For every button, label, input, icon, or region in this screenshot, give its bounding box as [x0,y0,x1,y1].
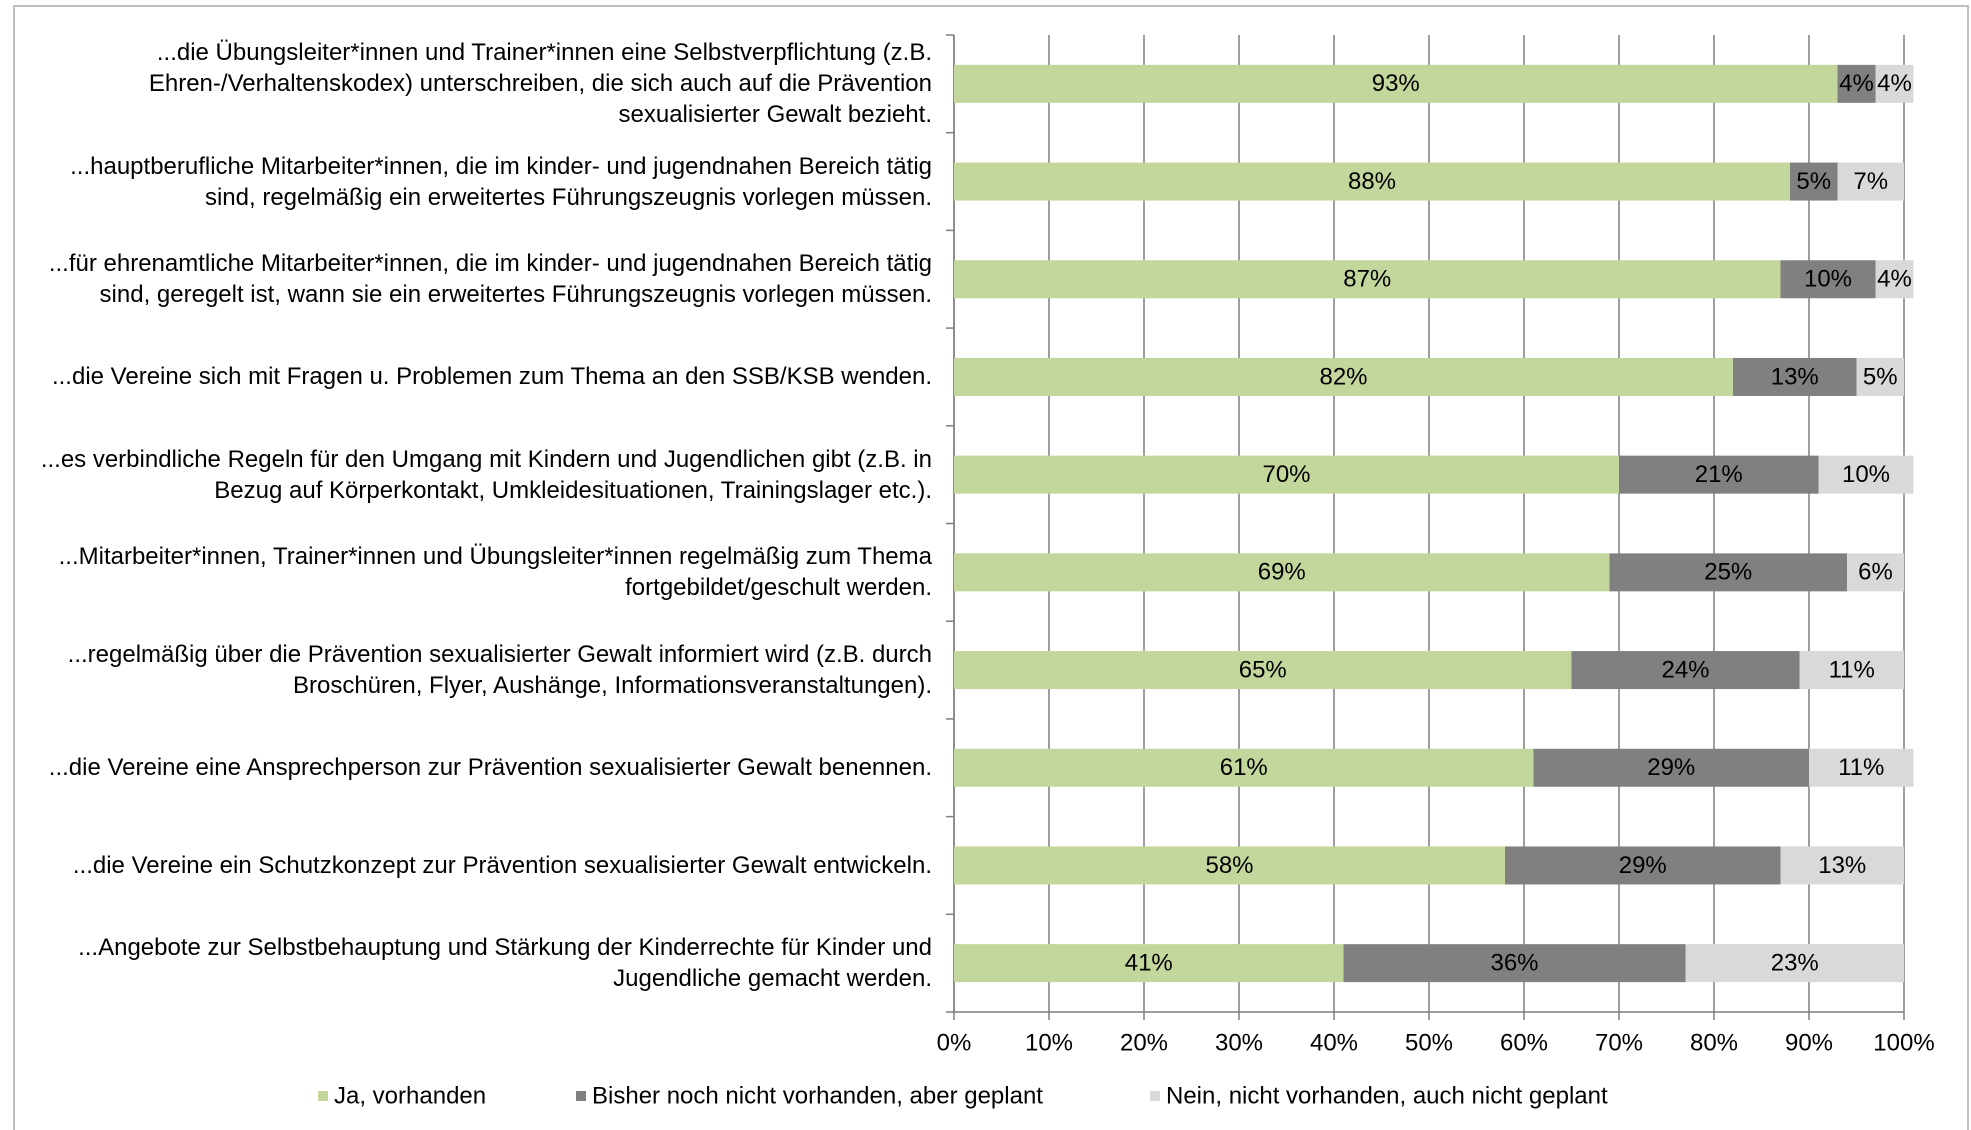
bar-segment [1733,357,1857,396]
data-label: 41% [1125,949,1173,976]
data-label: 87% [1343,266,1391,293]
bar-segment [954,944,1344,983]
data-label: 4% [1877,70,1912,97]
data-label: 58% [1205,852,1253,879]
category-label: ...Angebote zur Selbstbehauptung und Stä… [78,934,932,993]
x-tick-label: 0% [937,1029,972,1056]
bar-segment [954,651,1572,690]
data-label: 5% [1796,168,1831,195]
data-label: 21% [1695,461,1743,488]
legend-swatch [1150,1091,1160,1101]
data-label: 4% [1839,70,1874,97]
category-label: ...für ehrenamtliche Mitarbeiter*innen, … [48,250,932,309]
category-label: ...es verbindliche Regeln für den Umgang… [40,445,932,504]
data-label: 10% [1804,266,1852,293]
bar-segment [1609,553,1847,592]
data-label: 11% [1838,754,1884,781]
data-label: 93% [1372,70,1420,97]
category-label: ...hauptberufliche Mitarbeiter*innen, di… [70,152,932,211]
data-label: 7% [1853,168,1888,195]
x-tick-label: 70% [1595,1029,1643,1056]
legend-label: Bisher noch nicht vorhanden, aber geplan… [592,1082,1043,1109]
x-tick-label: 100% [1873,1029,1934,1056]
data-label: 10% [1842,461,1890,488]
bar-segment [954,846,1505,885]
bar-segment [1780,846,1904,885]
bar-segment [1875,260,1914,299]
data-label: 70% [1262,461,1310,488]
data-label: 65% [1239,656,1287,683]
category-label: ...regelmäßig über die Prävention sexual… [67,641,932,700]
bar-segment [1837,64,1876,103]
category-label: ...Mitarbeiter*innen, Trainer*innen und … [58,543,932,602]
bar-segment [954,357,1733,396]
data-label: 29% [1647,754,1695,781]
x-tick-label: 40% [1310,1029,1358,1056]
data-label: 24% [1661,656,1709,683]
data-label: 29% [1619,852,1667,879]
bar-segment [954,64,1838,103]
legend-swatch [318,1091,328,1101]
bar-segment [954,162,1790,201]
chart-frame [13,5,1969,1130]
category-label: ...die Vereine sich mit Fragen u. Proble… [51,363,932,391]
bar-segment [954,455,1619,494]
bar-segment [1619,455,1819,494]
x-tick-label: 50% [1405,1029,1453,1056]
bar-segment [1809,748,1914,787]
bar-segment [1685,944,1904,983]
data-label: 13% [1771,363,1819,390]
bar-segment [954,748,1534,787]
legend-label: Ja, vorhanden [334,1082,486,1109]
data-label: 69% [1258,559,1306,586]
data-label: 82% [1319,363,1367,390]
bar-segment [1533,748,1809,787]
data-label: 88% [1348,168,1396,195]
data-label: 4% [1877,266,1912,293]
legend-label: Nein, nicht vorhanden, auch nicht geplan… [1166,1082,1608,1109]
bar-segment [1847,553,1904,592]
bar-segment [1790,162,1838,201]
data-label: 13% [1818,852,1866,879]
data-label: 23% [1771,949,1819,976]
category-label: ...die Vereine eine Ansprechperson zur P… [48,754,932,782]
data-label: 61% [1220,754,1268,781]
bar-segment [1818,455,1914,494]
bar-segment [954,260,1781,299]
bar-segment [1343,944,1686,983]
x-tick-label: 60% [1500,1029,1548,1056]
bar-segment [1837,162,1904,201]
data-label: 36% [1490,949,1538,976]
bar-segment [1856,357,1904,396]
data-label: 25% [1704,559,1752,586]
category-label: ...die Vereine ein Schutzkonzept zur Prä… [72,851,932,879]
category-label: ...die Übungsleiter*innen und Trainer*in… [148,39,932,129]
x-tick-label: 20% [1120,1029,1168,1056]
bar-segment [1780,260,1876,299]
bar-segment [1875,64,1914,103]
data-label: 11% [1829,656,1875,683]
legend-swatch [576,1091,586,1101]
bar-segment [1505,846,1781,885]
x-tick-label: 80% [1690,1029,1738,1056]
x-tick-label: 10% [1025,1029,1073,1056]
bar-segment [1799,651,1904,690]
x-tick-label: 90% [1785,1029,1833,1056]
x-tick-label: 30% [1215,1029,1263,1056]
data-label: 6% [1858,559,1893,586]
bar-segment [1571,651,1800,690]
bar-segment [954,553,1610,592]
data-label: 5% [1863,363,1898,390]
